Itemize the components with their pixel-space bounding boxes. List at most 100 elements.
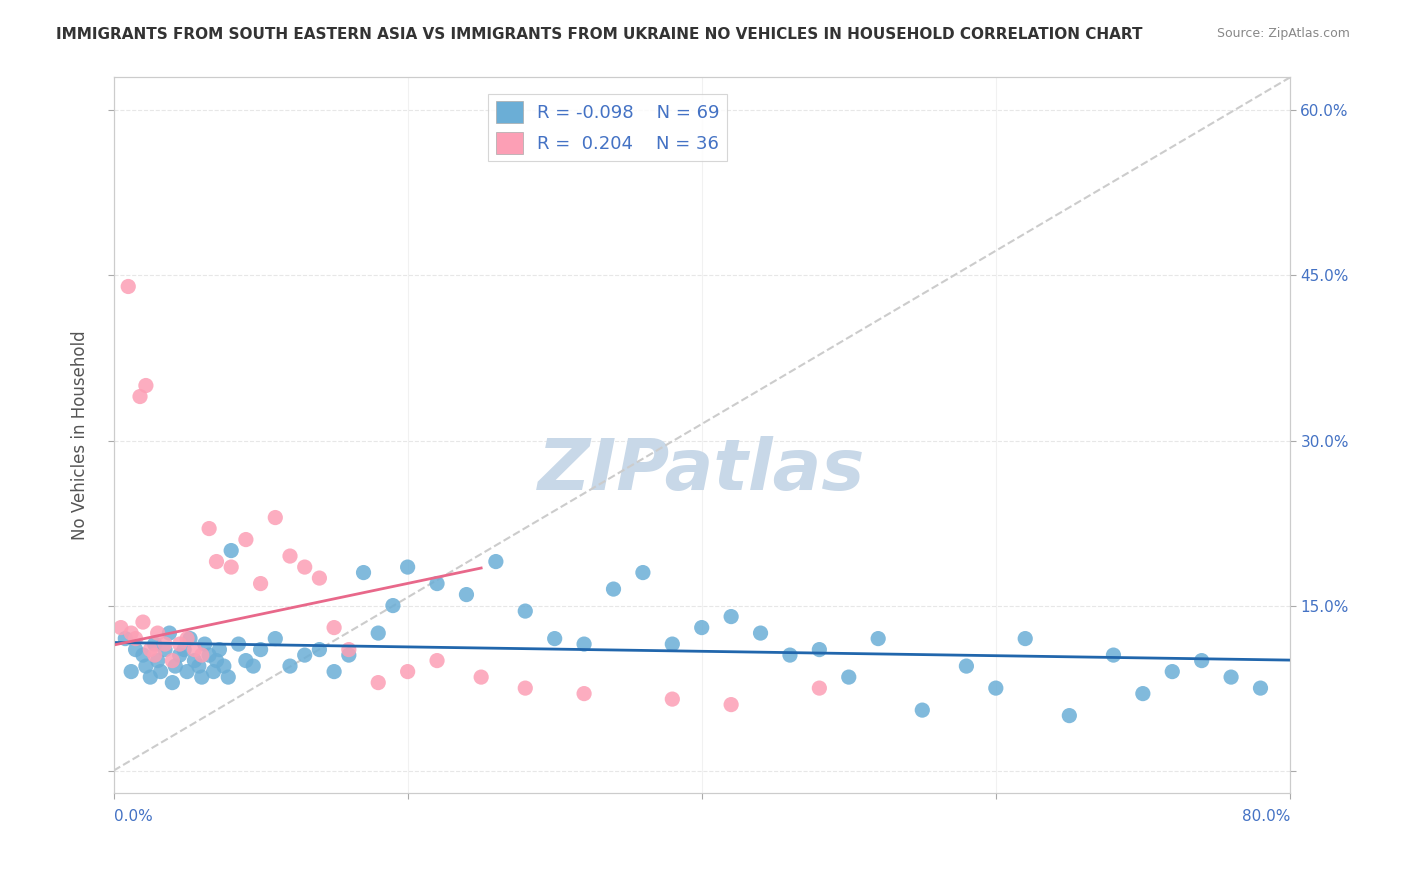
Point: [176, 665, 198, 679]
Point: [212, 659, 235, 673]
Point: [235, 654, 257, 668]
Point: [153, 642, 176, 657]
Point: [631, 566, 654, 580]
Point: [205, 654, 228, 668]
Point: [308, 642, 330, 657]
Point: [120, 665, 142, 679]
Point: [911, 703, 934, 717]
Point: [124, 632, 146, 646]
Point: [1059, 708, 1081, 723]
Point: [162, 675, 184, 690]
Point: [661, 637, 683, 651]
Point: [426, 576, 449, 591]
Point: [124, 642, 146, 657]
Point: [323, 621, 346, 635]
Point: [146, 626, 169, 640]
Text: Source: ZipAtlas.com: Source: ZipAtlas.com: [1216, 27, 1350, 40]
Point: [132, 648, 155, 662]
Point: [198, 522, 221, 536]
Point: [868, 632, 890, 646]
Point: [278, 659, 301, 673]
Point: [139, 642, 162, 657]
Point: [294, 648, 316, 662]
Point: [323, 665, 346, 679]
Point: [1102, 648, 1125, 662]
Point: [219, 560, 242, 574]
Point: [110, 621, 132, 635]
Point: [169, 637, 191, 651]
Point: [194, 637, 217, 651]
Point: [353, 566, 375, 580]
Point: [602, 582, 624, 596]
Point: [572, 687, 595, 701]
Text: 0.0%: 0.0%: [114, 809, 152, 824]
Point: [396, 665, 419, 679]
Point: [544, 632, 567, 646]
Point: [132, 615, 155, 629]
Point: [120, 626, 142, 640]
Point: [1220, 670, 1243, 684]
Point: [515, 681, 537, 695]
Point: [720, 609, 742, 624]
Point: [294, 560, 316, 574]
Point: [1250, 681, 1272, 695]
Point: [690, 621, 713, 635]
Point: [183, 654, 205, 668]
Point: [749, 626, 772, 640]
Point: [183, 642, 205, 657]
Point: [191, 648, 214, 662]
Point: [117, 279, 139, 293]
Point: [808, 642, 831, 657]
Text: IMMIGRANTS FROM SOUTH EASTERN ASIA VS IMMIGRANTS FROM UKRAINE NO VEHICLES IN HOU: IMMIGRANTS FROM SOUTH EASTERN ASIA VS IM…: [56, 27, 1143, 42]
Point: [515, 604, 537, 618]
Point: [264, 632, 287, 646]
Point: [367, 626, 389, 640]
Point: [426, 654, 449, 668]
Point: [242, 659, 264, 673]
Point: [143, 637, 166, 651]
Point: [337, 648, 360, 662]
Point: [456, 588, 478, 602]
Point: [219, 543, 242, 558]
Point: [135, 378, 157, 392]
Point: [153, 637, 176, 651]
Point: [779, 648, 801, 662]
Point: [143, 648, 166, 662]
Point: [337, 642, 360, 657]
Point: [1161, 665, 1184, 679]
Point: [162, 654, 184, 668]
Y-axis label: No Vehicles in Household: No Vehicles in Household: [72, 330, 89, 540]
Point: [249, 576, 271, 591]
Point: [173, 642, 195, 657]
Point: [720, 698, 742, 712]
Point: [264, 510, 287, 524]
Point: [1014, 632, 1036, 646]
Point: [228, 637, 250, 651]
Point: [146, 654, 169, 668]
Point: [572, 637, 595, 651]
Point: [208, 642, 231, 657]
Point: [278, 549, 301, 563]
Point: [139, 670, 162, 684]
Point: [661, 692, 683, 706]
Point: [176, 632, 198, 646]
Point: [1132, 687, 1154, 701]
Legend: R = -0.098    N = 69, R =  0.204    N = 36: R = -0.098 N = 69, R = 0.204 N = 36: [488, 94, 727, 161]
Point: [129, 390, 152, 404]
Point: [169, 648, 191, 662]
Point: [955, 659, 977, 673]
Point: [367, 675, 389, 690]
Point: [114, 632, 136, 646]
Point: [984, 681, 1007, 695]
Point: [179, 632, 201, 646]
Point: [157, 626, 180, 640]
Point: [381, 599, 404, 613]
Point: [202, 665, 225, 679]
Point: [149, 665, 172, 679]
Point: [235, 533, 257, 547]
Point: [198, 648, 221, 662]
Point: [249, 642, 271, 657]
Point: [1191, 654, 1213, 668]
Point: [308, 571, 330, 585]
Point: [838, 670, 860, 684]
